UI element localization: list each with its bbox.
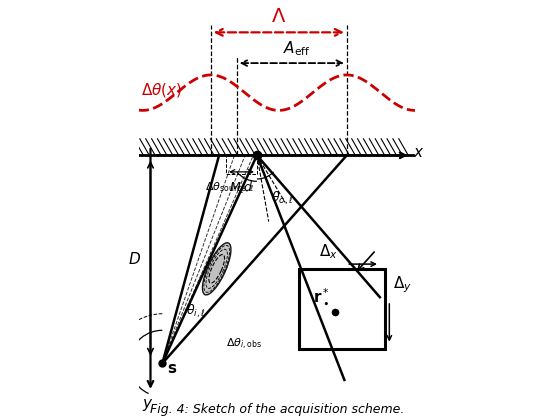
- Text: Fig. 4: Sketch of the acquisition scheme.: Fig. 4: Sketch of the acquisition scheme…: [150, 403, 404, 416]
- Bar: [300, 269, 384, 349]
- Text: $\Lambda$: $\Lambda$: [271, 8, 286, 26]
- Text: $M_\ell d$: $M_\ell d$: [229, 180, 254, 196]
- Text: $D$: $D$: [128, 251, 141, 268]
- Ellipse shape: [202, 243, 231, 295]
- Ellipse shape: [209, 255, 224, 283]
- Text: $\Delta\theta_{\mathrm{source},\ell}$: $\Delta\theta_{\mathrm{source},\ell}$: [205, 181, 254, 196]
- Text: $\Delta_y$: $\Delta_y$: [393, 275, 412, 295]
- Text: $\theta_{i,\ell}$: $\theta_{i,\ell}$: [186, 303, 206, 320]
- Text: $\Delta\theta(x)$: $\Delta\theta(x)$: [141, 81, 182, 99]
- Text: $\mathbf{r}_\bullet^*$: $\mathbf{r}_\bullet^*$: [312, 287, 329, 306]
- Text: $x$: $x$: [413, 145, 424, 161]
- Text: $A_\mathrm{eff}$: $A_\mathrm{eff}$: [283, 40, 310, 59]
- Text: $y$: $y$: [142, 397, 154, 413]
- Text: $\Delta\theta_{i,\mathrm{obs}}$: $\Delta\theta_{i,\mathrm{obs}}$: [226, 337, 262, 352]
- Text: $\mathbf{s}$: $\mathbf{s}$: [167, 361, 177, 376]
- Text: $\Delta_x$: $\Delta_x$: [319, 242, 338, 260]
- Text: $\theta_{o,\ell}$: $\theta_{o,\ell}$: [271, 189, 294, 206]
